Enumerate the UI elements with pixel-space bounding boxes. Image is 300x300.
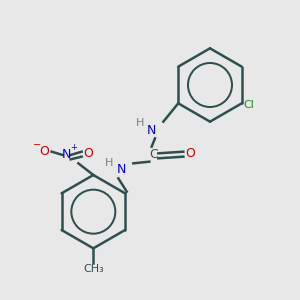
Text: Cl: Cl: [243, 100, 254, 110]
Text: N: N: [147, 124, 156, 136]
Text: H: H: [105, 158, 113, 168]
Text: O: O: [185, 147, 195, 160]
Text: O: O: [83, 147, 93, 160]
Text: N: N: [117, 164, 126, 176]
Text: CH₃: CH₃: [83, 264, 104, 274]
Text: N: N: [62, 148, 71, 161]
Text: C: C: [149, 148, 158, 161]
Text: H: H: [136, 118, 144, 128]
Text: −: −: [33, 140, 41, 150]
Text: +: +: [70, 143, 77, 152]
Text: O: O: [39, 145, 49, 158]
